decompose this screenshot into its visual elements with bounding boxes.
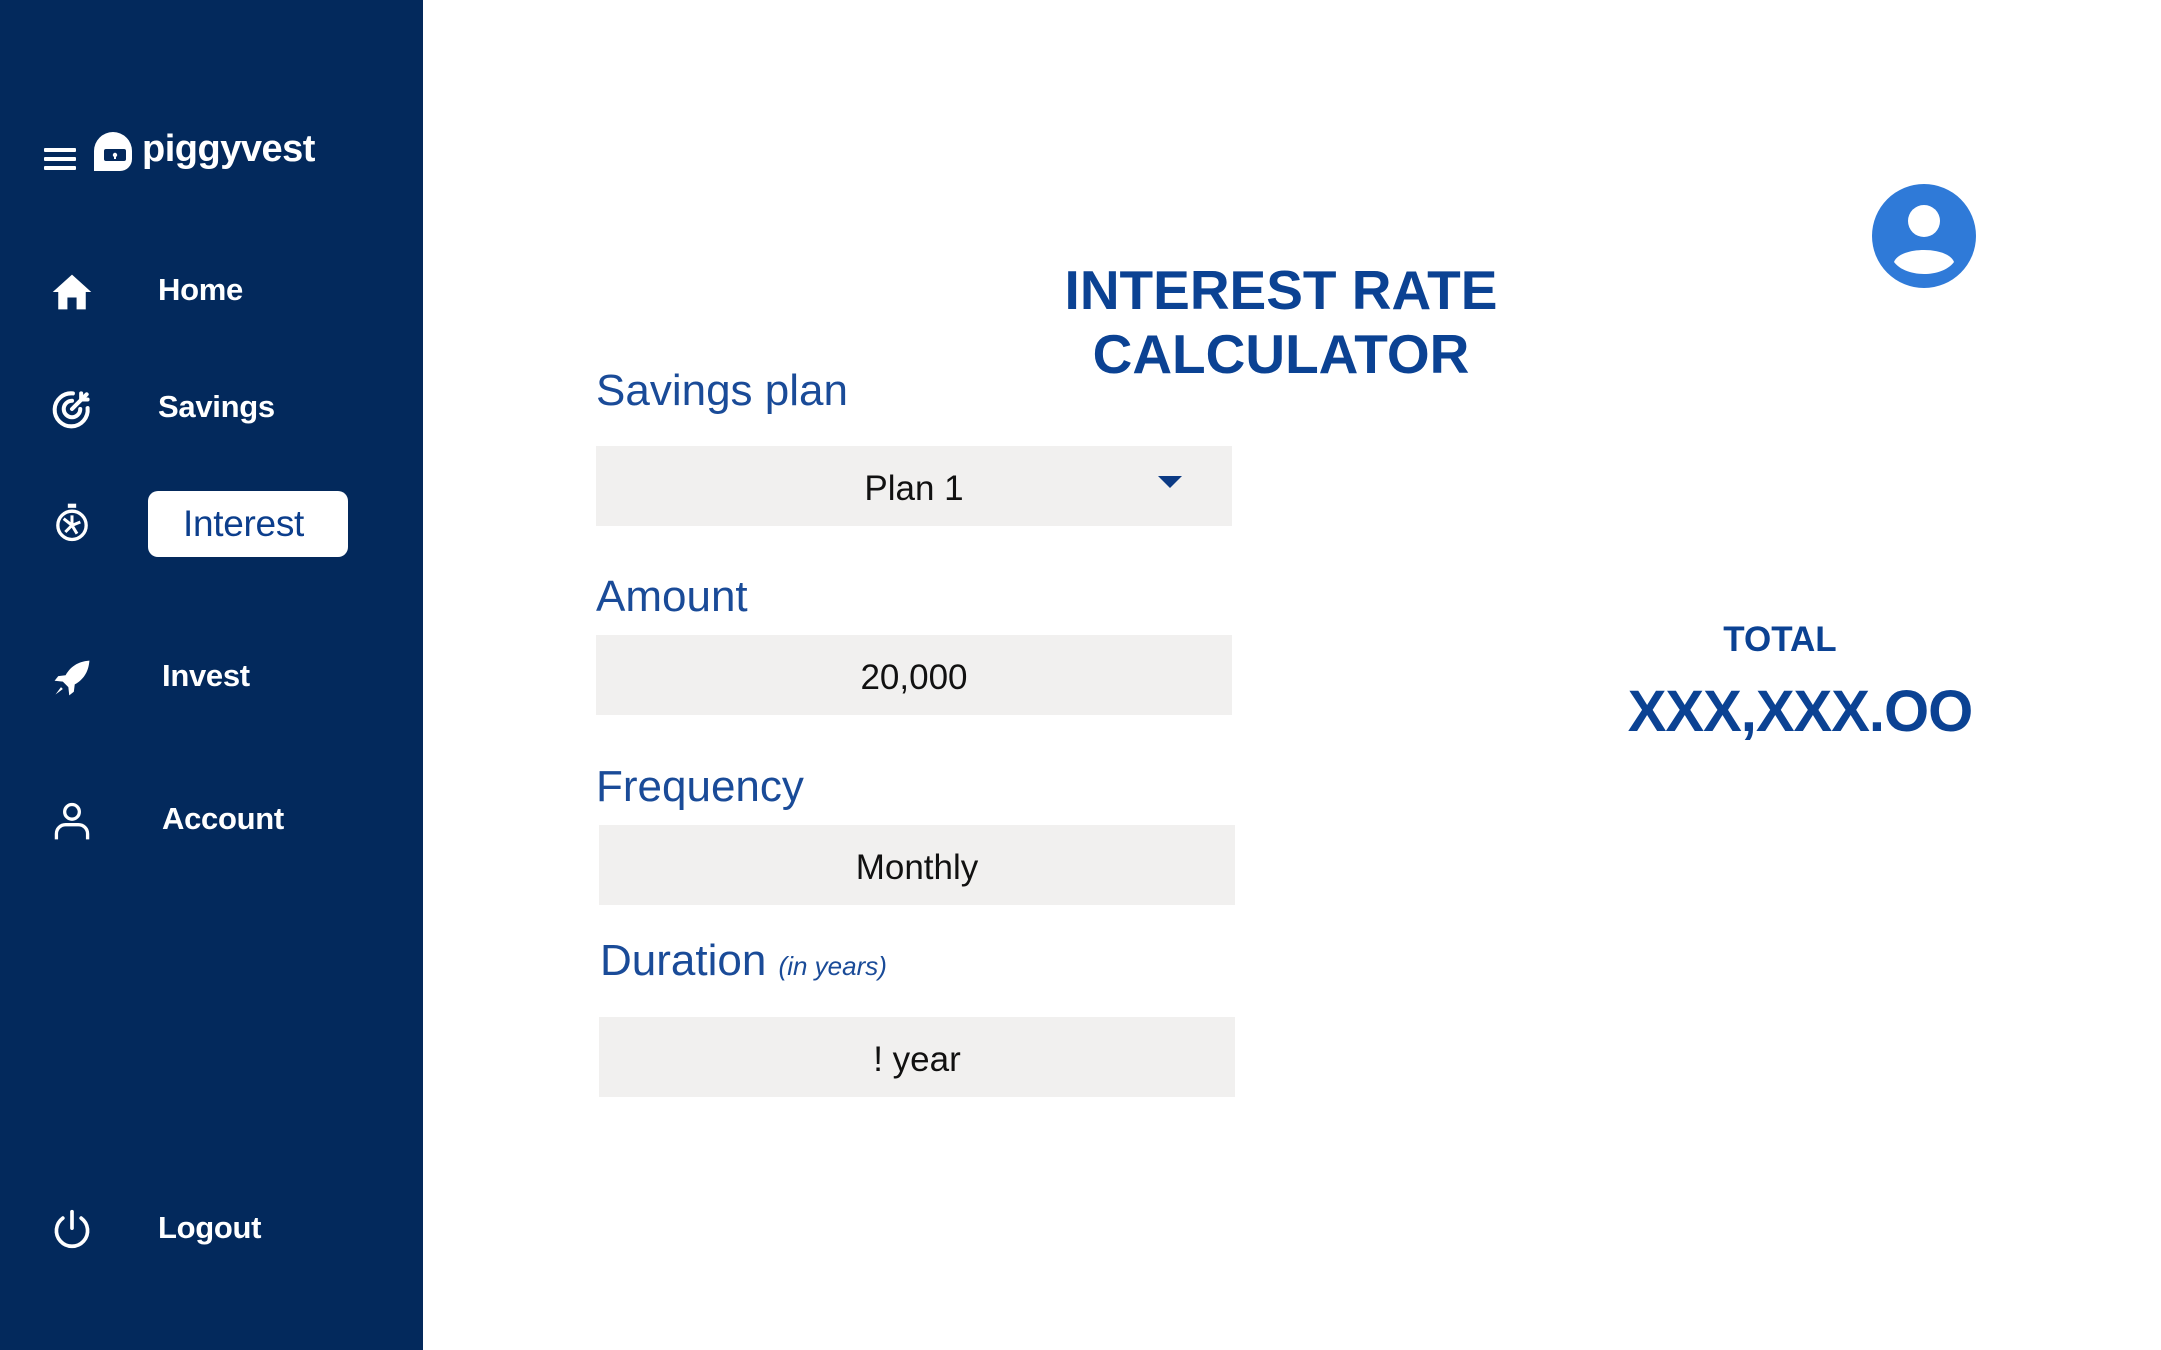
hamburger-menu-icon[interactable] (44, 131, 78, 187)
sidebar-item-interest[interactable]: Interest (0, 484, 423, 564)
amount-input[interactable]: 20,000 (596, 635, 1232, 715)
page-title: INTEREST RATE CALCULATOR (1064, 259, 1498, 385)
frequency-value: Monthly (855, 848, 979, 887)
sidebar-item-label: Savings (158, 389, 275, 424)
sidebar-item-home[interactable]: Home (0, 252, 423, 332)
sidebar-item-logout[interactable]: Logout (0, 1190, 423, 1270)
profile-avatar-icon[interactable] (1872, 184, 1976, 288)
chevron-down-icon (1158, 476, 1182, 488)
amount-label: Amount (596, 572, 748, 621)
total-value: XXX,XXX.OO (1627, 679, 1974, 744)
savings-plan-label: Savings plan (596, 366, 848, 415)
rocket-icon (48, 654, 96, 702)
duration-hint: (in years) (778, 951, 887, 981)
sidebar-item-account[interactable]: Account (0, 781, 423, 861)
amount-value: 20,000 (860, 658, 968, 697)
sidebar-item-label: Account (162, 801, 284, 836)
duration-input[interactable]: ! year (599, 1017, 1235, 1097)
frequency-label: Frequency (596, 762, 804, 811)
brand-name: piggyvest (142, 127, 315, 170)
sidebar-item-invest[interactable]: Invest (0, 638, 423, 718)
sidebar-item-savings[interactable]: Savings (0, 369, 423, 449)
home-icon (48, 268, 96, 316)
sidebar-item-label: Invest (162, 658, 250, 693)
frequency-select[interactable]: Monthly (599, 825, 1235, 905)
savings-plan-select[interactable]: Plan 1 (596, 446, 1232, 526)
power-icon (48, 1206, 96, 1254)
duration-value: ! year (873, 1040, 961, 1079)
sidebar-item-label: Interest (148, 491, 348, 557)
sidebar-item-label: Logout (158, 1210, 262, 1245)
total-label: TOTAL (1723, 620, 1837, 659)
savings-plan-value: Plan 1 (864, 469, 964, 508)
sidebar-item-label: Home (158, 272, 243, 307)
duration-label-text: Duration (600, 936, 767, 985)
brand: piggyvest (44, 124, 315, 180)
duration-label: Duration (in years) (600, 936, 887, 986)
user-icon (48, 797, 96, 845)
piggyvest-logo-icon (94, 132, 132, 171)
stopwatch-icon (48, 498, 96, 546)
sidebar: piggyvest Home Savings (0, 0, 423, 1350)
target-icon (48, 385, 96, 433)
